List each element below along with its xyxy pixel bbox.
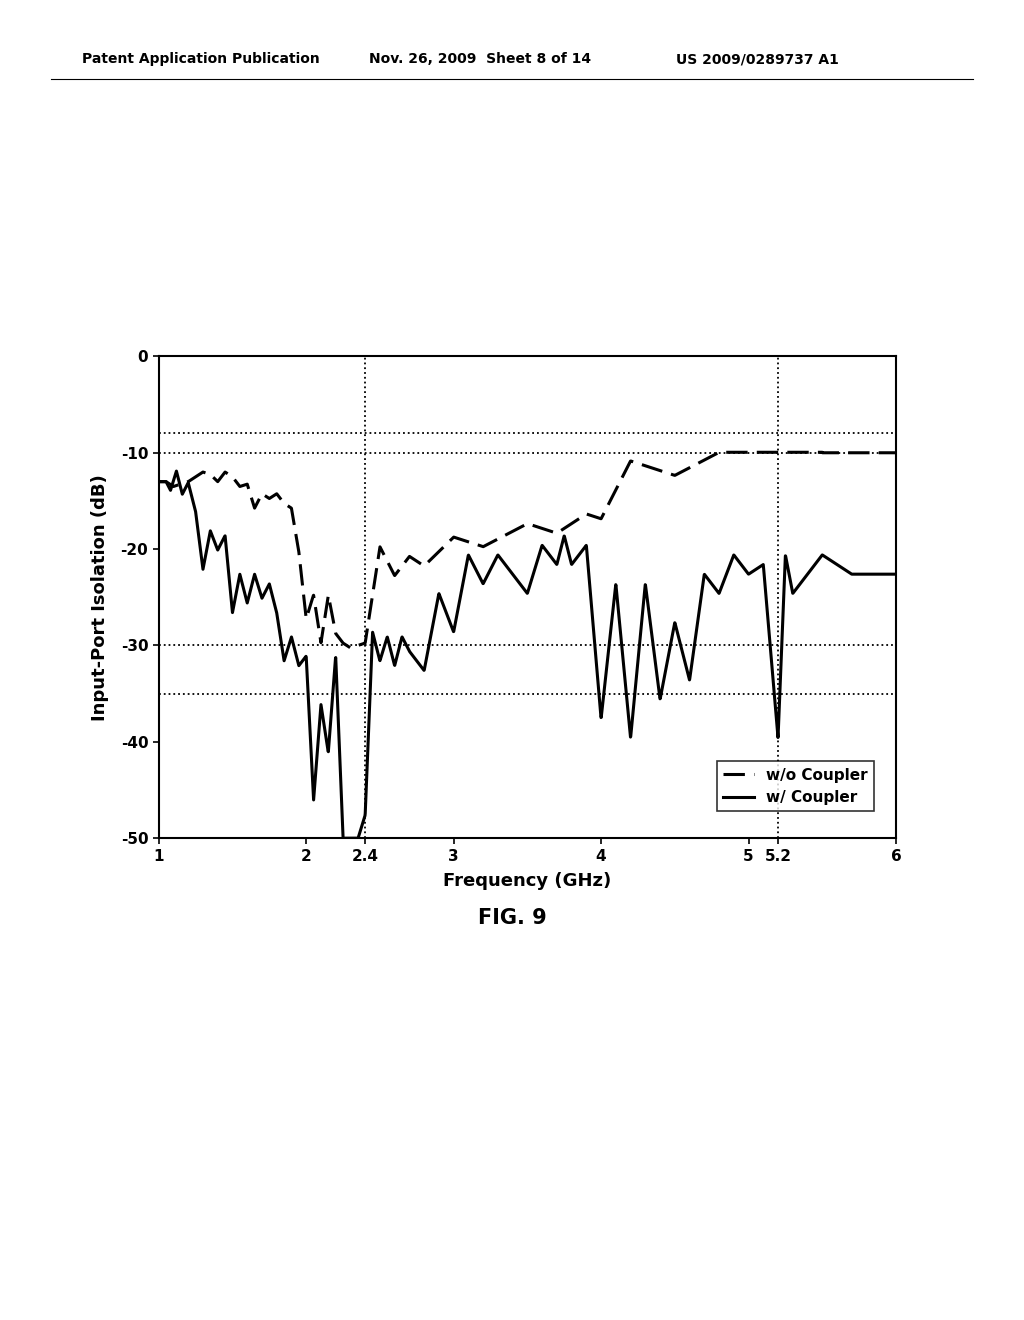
X-axis label: Frequency (GHz): Frequency (GHz) <box>443 873 611 890</box>
Text: FIG. 9: FIG. 9 <box>477 908 547 928</box>
Text: Nov. 26, 2009  Sheet 8 of 14: Nov. 26, 2009 Sheet 8 of 14 <box>369 53 591 66</box>
Y-axis label: Input-Port Isolation (dB): Input-Port Isolation (dB) <box>91 474 110 721</box>
Text: Patent Application Publication: Patent Application Publication <box>82 53 319 66</box>
Legend: w/o Coupler, w/ Coupler: w/o Coupler, w/ Coupler <box>717 762 873 812</box>
Text: US 2009/0289737 A1: US 2009/0289737 A1 <box>676 53 839 66</box>
